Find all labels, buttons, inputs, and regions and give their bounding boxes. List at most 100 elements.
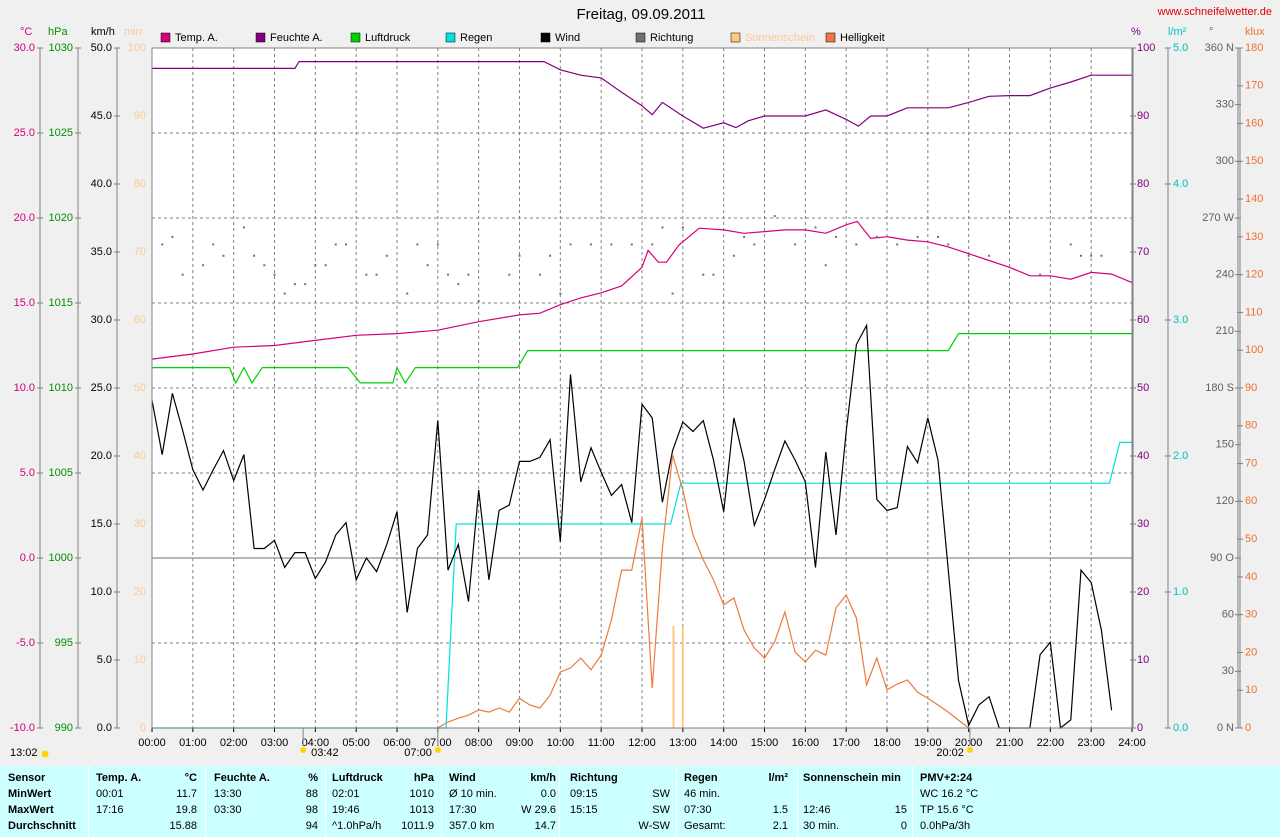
direction-dot <box>743 235 746 238</box>
table-cell: 19.8 <box>175 804 197 816</box>
table-cell: 13:30 <box>214 788 242 800</box>
direction-dot <box>1079 254 1082 257</box>
direction-dot <box>538 273 541 276</box>
table-cell: 02:01 <box>332 788 360 800</box>
y-tick-label: 1015 <box>49 297 73 309</box>
y-tick-label: 80 <box>1245 420 1257 432</box>
table-cell: W 29.6 <box>521 804 556 816</box>
direction-dot <box>1039 273 1042 276</box>
legend-label: Sonnenschein <box>745 32 815 44</box>
y-tick-label: 15.0 <box>14 297 35 309</box>
table-cell: 14.7 <box>534 820 556 832</box>
direction-dot <box>304 283 307 286</box>
table-header: Sensor <box>8 772 46 784</box>
y-tick-label: 0.0 <box>1173 722 1188 734</box>
direction-dot <box>314 264 317 267</box>
direction-dot <box>385 254 388 257</box>
legend-label: Temp. A. <box>175 32 218 44</box>
direction-dot <box>212 243 215 246</box>
y-tick-label: 10.0 <box>14 382 35 394</box>
y-tick-label: 90 <box>1137 110 1149 122</box>
table-separator <box>205 766 206 837</box>
table-cell: SW <box>652 788 670 800</box>
table-cell: 15:15 <box>570 804 598 816</box>
x-tick-label: 08:00 <box>465 737 493 749</box>
table-cell: TP 15.6 °C <box>920 804 974 816</box>
axis-unit: °C <box>20 26 32 38</box>
sun-icon <box>966 747 973 753</box>
table-cell: 07:30 <box>684 804 712 816</box>
legend-label: Helligkeit <box>840 32 885 44</box>
legend-swatch <box>445 32 456 43</box>
y-tick-label: 80 <box>1137 178 1149 190</box>
y-tick-label: 80 <box>134 178 146 190</box>
y-tick-label: 20.0 <box>14 212 35 224</box>
corner-label: 13:02 <box>10 747 38 759</box>
x-tick-label: 17:00 <box>832 737 860 749</box>
y-tick-label: 20 <box>134 586 146 598</box>
direction-dot <box>773 215 776 218</box>
axes: 00:00 01:00 02:00 03:00 04:00 05:00 06:00 07:00… <box>10 26 1265 759</box>
y-tick-label: 35.0 <box>91 246 112 258</box>
legend-swatch <box>350 32 361 43</box>
table-cell: 03:30 <box>214 804 242 816</box>
y-tick-label: 1005 <box>49 467 73 479</box>
y-tick-label: 15.0 <box>91 518 112 530</box>
direction-dot <box>457 283 460 286</box>
direction-dot <box>365 273 368 276</box>
table-separator <box>88 766 89 837</box>
direction-dot <box>661 226 664 229</box>
table-cell: 00:01 <box>96 788 124 800</box>
direction-dot <box>834 235 837 238</box>
annotation-label: 20:02 <box>936 747 964 759</box>
y-tick-label: 120 <box>1245 269 1263 281</box>
table-cell: Ø 10 min. <box>449 788 497 800</box>
y-tick-label: 0 N <box>1217 722 1234 734</box>
y-tick-label: 25.0 <box>14 127 35 139</box>
y-tick-label: 30 <box>1245 609 1257 621</box>
direction-dot <box>589 243 592 246</box>
direction-dot <box>937 235 940 238</box>
direction-dot <box>651 243 654 246</box>
y-tick-label: 0.0 <box>97 722 112 734</box>
table-cell: 1011.9 <box>401 820 434 832</box>
y-tick-label: 140 <box>1245 193 1263 205</box>
x-tick-label: 21:00 <box>996 737 1024 749</box>
table-cell: 17:16 <box>96 804 124 816</box>
table-header: hPa <box>413 772 434 784</box>
y-tick-label: 300 <box>1216 155 1234 167</box>
y-tick-label: 110 <box>1245 306 1263 318</box>
direction-dot <box>712 273 715 276</box>
x-tick-label: 15:00 <box>751 737 779 749</box>
direction-dot <box>681 226 684 229</box>
direction-dot <box>273 273 276 276</box>
direction-dot <box>610 243 613 246</box>
y-tick-label: 0 <box>140 722 146 734</box>
table-cell: 2.1 <box>772 820 788 832</box>
y-tick-label: 30 <box>1137 518 1149 530</box>
x-tick-label: 24:00 <box>1118 737 1146 749</box>
y-tick-label: 50 <box>134 382 146 394</box>
table-cell: 94 <box>305 820 318 832</box>
y-tick-label: 210 <box>1216 325 1234 337</box>
plot-border <box>151 47 1133 729</box>
table-cell: 17:30 <box>449 804 477 816</box>
chart-title: Freitag, 09.09.2011 <box>577 6 706 23</box>
y-tick-label: 1.0 <box>1173 586 1188 598</box>
table-cell: Durchschnitt <box>8 820 76 832</box>
y-tick-label: -5.0 <box>16 637 35 649</box>
direction-dot <box>569 243 572 246</box>
direction-dot <box>1069 243 1072 246</box>
table-cell: 46 min. <box>684 788 721 800</box>
y-tick-label: 270 W <box>1202 212 1234 224</box>
y-tick-label: 995 <box>55 637 73 649</box>
y-tick-label: 90 <box>134 110 146 122</box>
table-cell: 12:46 <box>803 804 831 816</box>
table-cell: WC 16.2 °C <box>920 788 979 800</box>
table-cell: Gesamt: <box>684 820 726 832</box>
chart: Freitag, 09.09.2011 www.schneifelwetter.… <box>10 6 1272 759</box>
direction-dot <box>283 292 286 295</box>
x-tick-label: 14:00 <box>710 737 738 749</box>
legend-swatch <box>160 32 171 43</box>
